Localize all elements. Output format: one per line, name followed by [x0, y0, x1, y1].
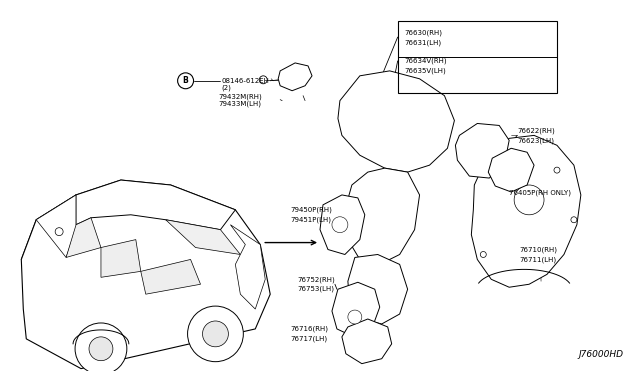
- Text: 76711(LH): 76711(LH): [519, 256, 556, 263]
- Polygon shape: [141, 259, 200, 294]
- Circle shape: [348, 310, 362, 324]
- Circle shape: [89, 337, 113, 361]
- Text: 79450P(RH): 79450P(RH): [290, 206, 332, 213]
- Polygon shape: [166, 220, 241, 254]
- Text: 76634V(RH): 76634V(RH): [404, 58, 447, 64]
- Text: (2): (2): [221, 84, 231, 91]
- Polygon shape: [338, 71, 454, 172]
- Polygon shape: [320, 195, 365, 254]
- Circle shape: [554, 167, 560, 173]
- Circle shape: [188, 306, 243, 362]
- Polygon shape: [66, 218, 101, 257]
- Text: 76631(LH): 76631(LH): [404, 40, 442, 46]
- Polygon shape: [36, 195, 81, 257]
- Circle shape: [480, 251, 486, 257]
- Text: 76717(LH): 76717(LH): [290, 336, 327, 342]
- Polygon shape: [278, 63, 312, 91]
- Circle shape: [75, 323, 127, 372]
- Text: 76710(RH): 76710(RH): [519, 246, 557, 253]
- Polygon shape: [230, 225, 265, 309]
- Circle shape: [178, 73, 193, 89]
- Text: 79432M(RH): 79432M(RH): [218, 93, 262, 100]
- Circle shape: [202, 321, 228, 347]
- Text: 76752(RH): 76752(RH): [297, 276, 335, 283]
- Text: 76623(LH): 76623(LH): [517, 137, 554, 144]
- Text: 76753(LH): 76753(LH): [297, 286, 334, 292]
- Polygon shape: [345, 168, 420, 264]
- Polygon shape: [348, 254, 408, 324]
- Text: 79451P(LH): 79451P(LH): [290, 217, 331, 223]
- Polygon shape: [342, 319, 392, 364]
- Text: 76635V(LH): 76635V(LH): [404, 68, 446, 74]
- Polygon shape: [76, 180, 236, 230]
- Circle shape: [55, 228, 63, 235]
- Polygon shape: [101, 240, 141, 277]
- Text: 76716(RH): 76716(RH): [290, 326, 328, 332]
- Polygon shape: [21, 180, 270, 369]
- Text: J76000HD: J76000HD: [579, 350, 623, 359]
- Bar: [397, 21, 557, 93]
- Text: B: B: [182, 76, 188, 85]
- Circle shape: [259, 76, 268, 84]
- Circle shape: [571, 217, 577, 223]
- Polygon shape: [471, 135, 581, 287]
- Text: 08146-612EH: 08146-612EH: [221, 78, 269, 84]
- Circle shape: [514, 185, 544, 215]
- Text: 76622(RH): 76622(RH): [517, 127, 555, 134]
- Polygon shape: [332, 282, 380, 337]
- Circle shape: [490, 172, 496, 178]
- Text: 76630(RH): 76630(RH): [404, 30, 443, 36]
- Text: 79433M(LH): 79433M(LH): [218, 100, 262, 107]
- Text: 76405P(RH ONLY): 76405P(RH ONLY): [509, 190, 571, 196]
- Polygon shape: [456, 124, 509, 178]
- Polygon shape: [488, 148, 534, 192]
- Circle shape: [332, 217, 348, 232]
